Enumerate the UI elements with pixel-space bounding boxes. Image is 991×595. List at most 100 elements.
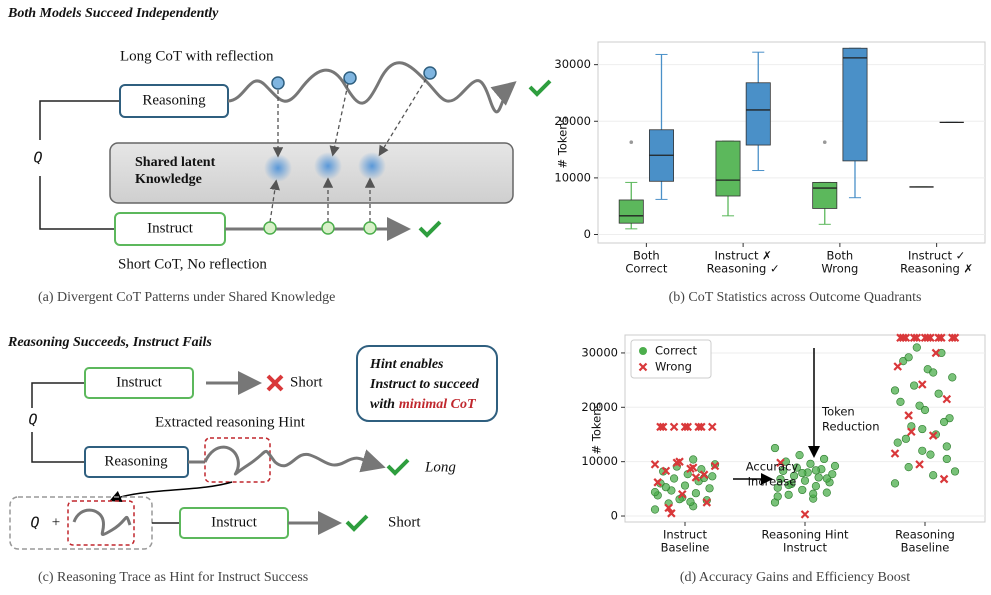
caption: (c) Reasoning Trace as Hint for Instruct… [38, 570, 308, 585]
point [670, 475, 678, 483]
check-icon [347, 516, 367, 529]
check-icon [388, 460, 408, 473]
point [689, 456, 697, 464]
long-cot [228, 63, 512, 112]
point [708, 473, 716, 481]
point [913, 344, 921, 352]
y-axis-label: # Tokens [556, 116, 570, 168]
point [809, 490, 817, 498]
point [831, 462, 839, 470]
point [891, 480, 899, 488]
point [910, 382, 918, 390]
point [823, 489, 831, 497]
label: Extracted reasoning Hint [155, 414, 306, 430]
point [796, 451, 804, 459]
point [948, 374, 956, 382]
point [651, 488, 659, 496]
label: Short [388, 514, 421, 530]
point [706, 484, 714, 492]
bracket [40, 101, 120, 229]
x-tick-label: Both [633, 249, 660, 263]
annotation: Increase [748, 475, 797, 489]
point [929, 369, 937, 377]
box-label: Reasoning [104, 453, 168, 469]
x-tick-label: Reasoning Hint [762, 528, 849, 542]
y-tick-label: 30000 [554, 57, 591, 71]
figure: Both Models Succeed Independently Long C… [0, 0, 991, 590]
latent-label: Knowledge [135, 172, 202, 187]
step [264, 222, 276, 234]
x-tick-label: Instruct ✗ [714, 249, 771, 263]
y-axis-label: # Tokens [590, 402, 604, 454]
x-tick-label: Baseline [661, 541, 710, 555]
point [812, 467, 820, 475]
point [815, 474, 823, 482]
step [272, 77, 284, 89]
hint-text: Hint enables [369, 357, 444, 372]
point [918, 447, 926, 455]
point [798, 469, 806, 477]
annotation: Token [821, 405, 855, 419]
point [905, 353, 913, 361]
label: Long CoT with reflection [120, 48, 274, 64]
legend-marker [639, 347, 647, 355]
panel-title: Both Models Succeed Independently [7, 6, 219, 21]
box [843, 48, 867, 161]
bracket [32, 383, 85, 462]
plus: + [52, 514, 60, 530]
x-tick-label: Reasoning ✗ [900, 262, 973, 276]
point [807, 460, 815, 468]
q-label: Q [28, 411, 37, 429]
point [943, 443, 951, 451]
box-label: Instruct [147, 220, 194, 236]
step [344, 72, 356, 84]
point [771, 444, 779, 452]
point [951, 468, 959, 476]
x-tick-label: Instruct [783, 541, 828, 555]
point [935, 390, 943, 398]
point [943, 396, 950, 403]
legend-label: Wrong [655, 360, 692, 374]
annotation: Accuracy [746, 460, 799, 474]
y-tick-label: 0 [584, 227, 591, 241]
point [902, 435, 910, 443]
box [619, 200, 643, 223]
step [322, 222, 334, 234]
label: Short [290, 374, 323, 390]
x-tick-label: Baseline [901, 541, 950, 555]
caption: (b) CoT Statistics across Outcome Quadra… [669, 290, 922, 305]
point [918, 425, 926, 433]
x-tick-label: Instruct ✓ [908, 249, 965, 263]
box-label: Instruct [116, 374, 163, 390]
glow [314, 152, 342, 180]
annotation: Reduction [822, 420, 880, 434]
point [919, 381, 926, 388]
x-tick-label: Instruct [663, 528, 708, 542]
point [812, 482, 820, 490]
q-label: Q [30, 514, 39, 532]
point [671, 423, 678, 430]
point [940, 418, 948, 426]
box [813, 182, 837, 208]
point [941, 476, 948, 483]
step [424, 67, 436, 79]
hint-text: with [370, 397, 395, 412]
glow [358, 152, 386, 180]
point [651, 506, 659, 514]
point [916, 402, 924, 410]
x-tick-label: Wrong [821, 262, 858, 276]
box-label: Reasoning [142, 92, 206, 108]
legend-label: Correct [655, 344, 697, 358]
long-cot [205, 447, 380, 474]
hint-frame [68, 501, 134, 545]
x-tick-label: Correct [625, 262, 667, 276]
point [929, 471, 937, 479]
point [927, 451, 935, 459]
point [802, 511, 809, 518]
y-tick-label: 10000 [581, 454, 618, 468]
point [662, 483, 670, 491]
outlier [629, 140, 633, 144]
caption: (d) Accuracy Gains and Efficiency Boost [680, 570, 910, 585]
point [894, 439, 902, 447]
check-icon [530, 81, 550, 94]
